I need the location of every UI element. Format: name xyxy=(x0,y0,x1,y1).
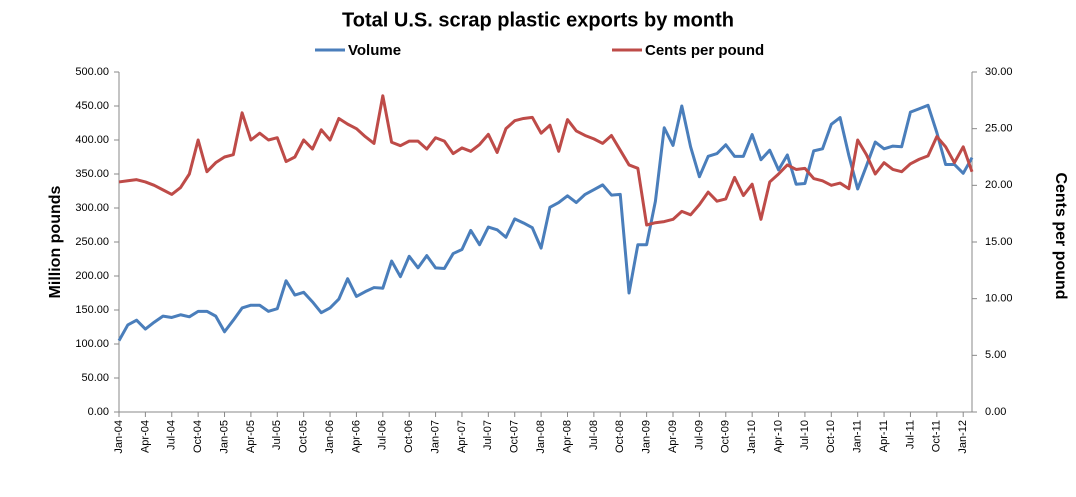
y2-tick-label: 20.00 xyxy=(985,179,1013,191)
x-tick-label: Jan-07 xyxy=(429,420,441,454)
x-tick-label: Jul-04 xyxy=(166,420,178,450)
y2-tick-label: 30.00 xyxy=(985,66,1013,78)
x-tick-label: Jan-04 xyxy=(113,420,125,454)
legend-label: Cents per pound xyxy=(645,42,764,59)
x-tick-label: Jul-10 xyxy=(799,420,811,450)
x-tick-label: Apr-08 xyxy=(561,420,573,453)
y-tick-label: 150.00 xyxy=(75,304,109,316)
x-tick-label: Jan-09 xyxy=(641,420,653,454)
y2-axis-title: Cents per pound xyxy=(1052,172,1069,299)
y-tick-label: 450.00 xyxy=(75,100,109,112)
y-tick-label: 300.00 xyxy=(75,202,109,214)
x-tick-label: Apr-06 xyxy=(350,420,362,453)
y-tick-label: 0.00 xyxy=(88,406,109,418)
x-tick-label: Jan-05 xyxy=(218,420,230,454)
x-tick-label: Apr-09 xyxy=(667,420,679,453)
y-tick-label: 400.00 xyxy=(75,134,109,146)
y-axis-title: Million pounds xyxy=(47,185,64,298)
y2-tick-label: 25.00 xyxy=(985,123,1013,135)
x-tick-label: Oct-09 xyxy=(720,420,732,453)
x-tick-label: Apr-04 xyxy=(139,420,151,453)
x-tick-label: Jul-07 xyxy=(482,420,494,450)
x-tick-label: Jan-06 xyxy=(324,420,336,454)
x-tick-label: Oct-05 xyxy=(298,420,310,453)
x-tick-label: Jul-06 xyxy=(377,420,389,450)
x-tick-label: Oct-11 xyxy=(931,420,943,452)
series-line xyxy=(117,103,974,342)
x-tick-label: Apr-10 xyxy=(772,420,784,453)
x-tick-label: Jul-08 xyxy=(588,420,600,450)
x-tick-label: Apr-11 xyxy=(878,420,890,452)
x-tick-label: Jan-12 xyxy=(957,420,969,454)
x-tick-label: Jul-11 xyxy=(904,420,916,449)
x-tick-label: Oct-06 xyxy=(403,420,415,453)
y-tick-label: 350.00 xyxy=(75,168,109,180)
x-tick-label: Oct-10 xyxy=(825,420,837,453)
y-tick-label: 100.00 xyxy=(75,338,109,350)
legend-label: Volume xyxy=(348,42,401,59)
x-tick-label: Jul-05 xyxy=(271,420,283,450)
chart-title: Total U.S. scrap plastic exports by mont… xyxy=(342,9,734,31)
x-tick-label: Apr-07 xyxy=(456,420,468,453)
y2-tick-label: 10.00 xyxy=(985,293,1013,305)
x-tick-label: Jan-08 xyxy=(535,420,547,454)
series-line xyxy=(118,94,974,227)
x-tick-label: Oct-08 xyxy=(614,420,626,453)
x-tick-label: Jan-11 xyxy=(852,420,864,453)
x-tick-label: Apr-05 xyxy=(245,420,257,453)
x-tick-label: Jan-10 xyxy=(746,420,758,454)
y-tick-label: 500.00 xyxy=(75,66,109,78)
y2-tick-label: 15.00 xyxy=(985,236,1013,248)
y-tick-label: 200.00 xyxy=(75,270,109,282)
y-tick-label: 250.00 xyxy=(75,236,109,248)
y-tick-label: 50.00 xyxy=(81,372,109,384)
x-tick-label: Oct-07 xyxy=(509,420,521,453)
x-tick-label: Oct-04 xyxy=(192,420,204,453)
y2-tick-label: 0.00 xyxy=(985,406,1006,418)
x-tick-label: Jul-09 xyxy=(693,420,705,450)
y2-tick-label: 5.00 xyxy=(985,349,1006,361)
